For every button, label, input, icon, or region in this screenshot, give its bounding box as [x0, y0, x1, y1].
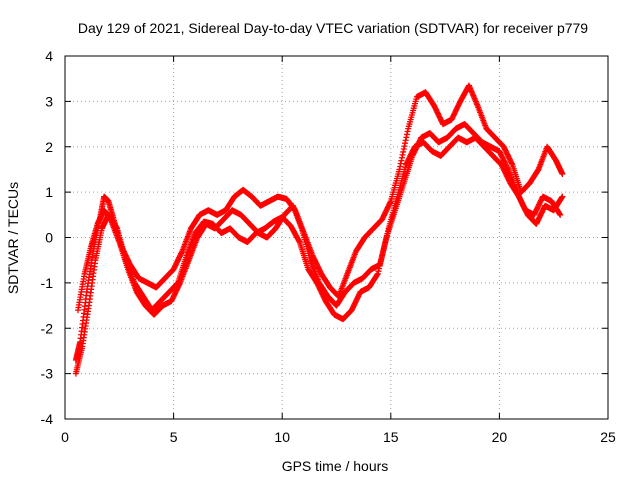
x-tick-label: 20	[492, 429, 508, 445]
y-tick-label: 2	[45, 139, 53, 155]
x-tick-label: 5	[170, 429, 178, 445]
y-tick-label: -3	[41, 366, 54, 382]
data-point	[559, 193, 566, 200]
x-tick-label: 25	[600, 429, 616, 445]
x-tick-label: 10	[274, 429, 290, 445]
grid	[65, 56, 608, 419]
y-tick-label: 3	[45, 93, 53, 109]
data-point	[559, 170, 566, 177]
y-tick-label: -4	[41, 411, 54, 427]
x-tick-label: 0	[61, 429, 69, 445]
y-tick-label: -1	[41, 275, 54, 291]
data-point	[557, 211, 564, 218]
y-tick-label: 0	[45, 230, 53, 246]
y-tick-label: -2	[41, 320, 54, 336]
y-tick-label: 1	[45, 184, 53, 200]
x-tick-label: 15	[383, 429, 399, 445]
plot-frame	[64, 55, 609, 420]
chart-title: Day 129 of 2021, Sidereal Day-to-day VTE…	[78, 20, 588, 36]
axis-ticks: 0 5 10 15 20 25 -4 -3 -2 -1 0 1 2 3 4	[41, 48, 616, 445]
y-tick-label: 4	[45, 48, 53, 64]
y-axis-label: SDTVAR / TECUs	[5, 182, 21, 294]
x-axis-label: GPS time / hours	[282, 458, 389, 474]
data-marks	[72, 82, 566, 377]
